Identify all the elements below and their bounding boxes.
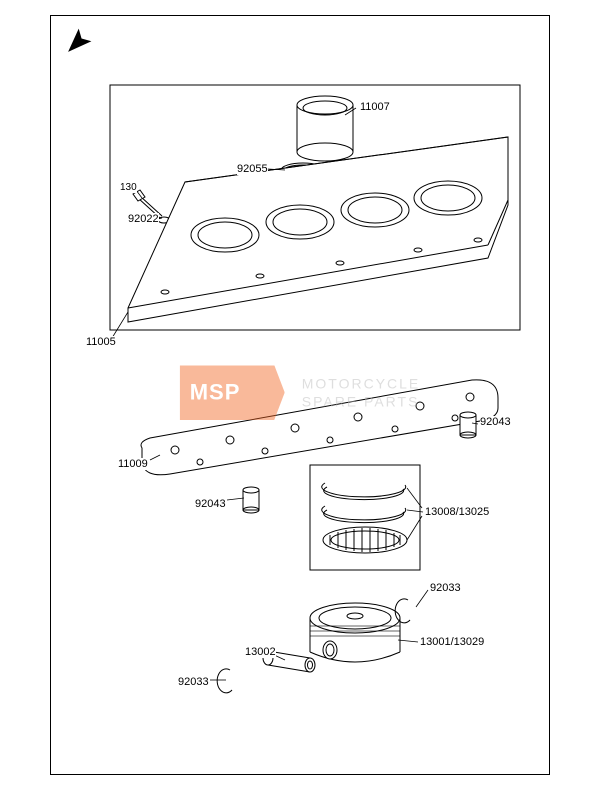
label-circlip-r: 92033 xyxy=(430,582,461,594)
label-circlip-l: 92033 xyxy=(178,676,209,688)
label-oring: 92055 xyxy=(237,163,268,175)
label-piston: 13001/13029 xyxy=(420,636,484,648)
label-pin: 13002 xyxy=(245,646,276,658)
label-washer: 92022 xyxy=(128,213,159,225)
label-gasket: 11009 xyxy=(118,458,148,470)
label-bolt: 130 xyxy=(120,182,137,193)
label-cylinder: 11005 xyxy=(86,336,116,348)
label-liner: 11007 xyxy=(360,101,390,113)
outer-frame xyxy=(50,15,550,775)
label-rings: 13008/13025 xyxy=(425,506,489,518)
label-dowel-right: 92043 xyxy=(480,416,511,428)
label-dowel-left: 92043 xyxy=(195,498,226,510)
